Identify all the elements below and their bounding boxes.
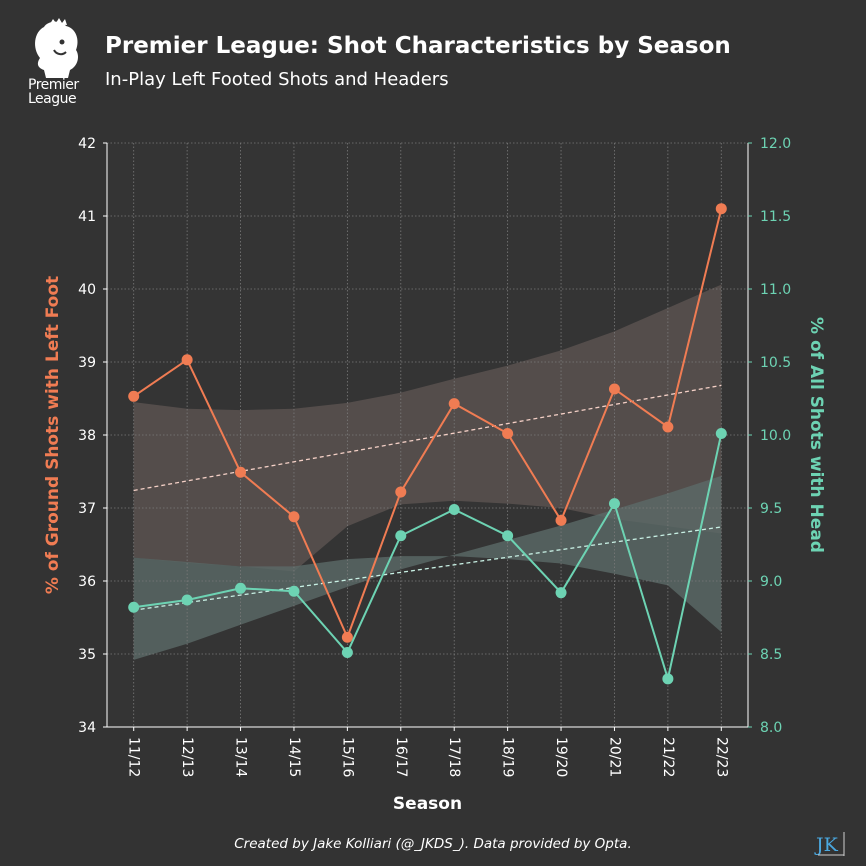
data-point-right bbox=[395, 530, 407, 542]
data-point-left bbox=[181, 354, 193, 366]
right-tick-label: 11.5 bbox=[760, 209, 791, 225]
right-tick-label: 11.0 bbox=[760, 282, 791, 298]
data-point-right bbox=[448, 503, 460, 515]
data-point-right bbox=[181, 594, 193, 606]
data-point-right bbox=[662, 673, 674, 685]
data-point-left bbox=[235, 466, 247, 478]
left-tick-label: 35 bbox=[78, 647, 96, 663]
data-point-right bbox=[128, 601, 140, 613]
credit-text: Created by Jake Kolliari (@_JKDS_). Data… bbox=[234, 836, 632, 852]
logo-text-premier: Premier bbox=[28, 77, 79, 93]
left-axis-label: % of Ground Shots with Left Foot bbox=[43, 276, 63, 594]
data-point-right bbox=[608, 498, 620, 510]
x-tick-label: 15/16 bbox=[339, 737, 355, 777]
x-tick-label: 12/13 bbox=[179, 737, 195, 777]
data-point-left bbox=[555, 514, 567, 526]
svg-text:JK: JK bbox=[814, 834, 839, 856]
data-point-right bbox=[288, 585, 300, 597]
left-tick-label: 40 bbox=[78, 282, 96, 298]
x-tick-label: 22/23 bbox=[713, 737, 729, 777]
data-point-right bbox=[502, 530, 514, 542]
chart-subtitle: In-Play Left Footed Shots and Headers bbox=[105, 69, 449, 90]
right-tick-label: 9.0 bbox=[760, 574, 782, 590]
right-axis-label: % of All Shots with Head bbox=[806, 317, 826, 553]
data-point-left bbox=[662, 421, 674, 433]
data-point-left bbox=[128, 390, 140, 402]
right-tick-label: 12.0 bbox=[760, 136, 791, 152]
trend-line-left bbox=[133, 384, 722, 492]
data-point-right bbox=[555, 587, 567, 599]
right-tick-label: 10.5 bbox=[760, 355, 791, 371]
right-tick-label: 8.0 bbox=[760, 720, 782, 736]
left-tick-label: 36 bbox=[78, 574, 96, 590]
x-axis-label: Season bbox=[393, 794, 462, 814]
left-tick-label: 38 bbox=[78, 428, 96, 444]
logo-wordmark: Premier League bbox=[28, 78, 79, 106]
x-tick-label: 13/14 bbox=[233, 737, 249, 777]
chart-title: Premier League: Shot Characteristics by … bbox=[105, 33, 731, 59]
data-point-left bbox=[715, 203, 727, 215]
data-point-left bbox=[502, 428, 514, 440]
author-mark-icon: JK bbox=[814, 832, 845, 856]
premier-league-logo bbox=[35, 18, 78, 78]
confidence-band-left bbox=[133, 284, 722, 572]
x-tick-label: 18/19 bbox=[500, 737, 516, 777]
left-tick-label: 39 bbox=[78, 355, 96, 371]
right-tick-label: 10.0 bbox=[760, 428, 791, 444]
series-line-right bbox=[133, 433, 723, 683]
data-point-left bbox=[608, 383, 620, 395]
left-tick-label: 42 bbox=[78, 136, 96, 152]
x-tick-label: 19/20 bbox=[553, 737, 569, 777]
x-tick-label: 14/15 bbox=[286, 737, 302, 777]
right-tick-label: 9.5 bbox=[760, 501, 782, 517]
x-tick-label: 17/18 bbox=[446, 737, 462, 777]
x-tick-label: 11/12 bbox=[126, 737, 142, 777]
left-tick-label: 37 bbox=[78, 501, 96, 517]
confidence-band-right bbox=[133, 475, 722, 660]
data-point-left bbox=[448, 398, 460, 410]
x-tick-label: 20/21 bbox=[606, 737, 622, 777]
left-tick-label: 41 bbox=[78, 209, 96, 225]
data-point-left bbox=[288, 511, 300, 523]
series-line-left bbox=[133, 208, 723, 640]
data-point-left bbox=[341, 631, 353, 643]
data-point-right bbox=[715, 428, 727, 440]
right-tick-label: 8.5 bbox=[760, 647, 782, 663]
x-tick-label: 21/22 bbox=[660, 737, 676, 777]
data-point-right bbox=[235, 582, 247, 594]
x-tick-label: 16/17 bbox=[393, 737, 409, 777]
data-point-right bbox=[341, 647, 353, 659]
logo-text-league: League bbox=[28, 91, 77, 107]
data-point-left bbox=[395, 486, 407, 498]
trend-line-right bbox=[133, 526, 722, 611]
left-tick-label: 34 bbox=[78, 720, 96, 736]
